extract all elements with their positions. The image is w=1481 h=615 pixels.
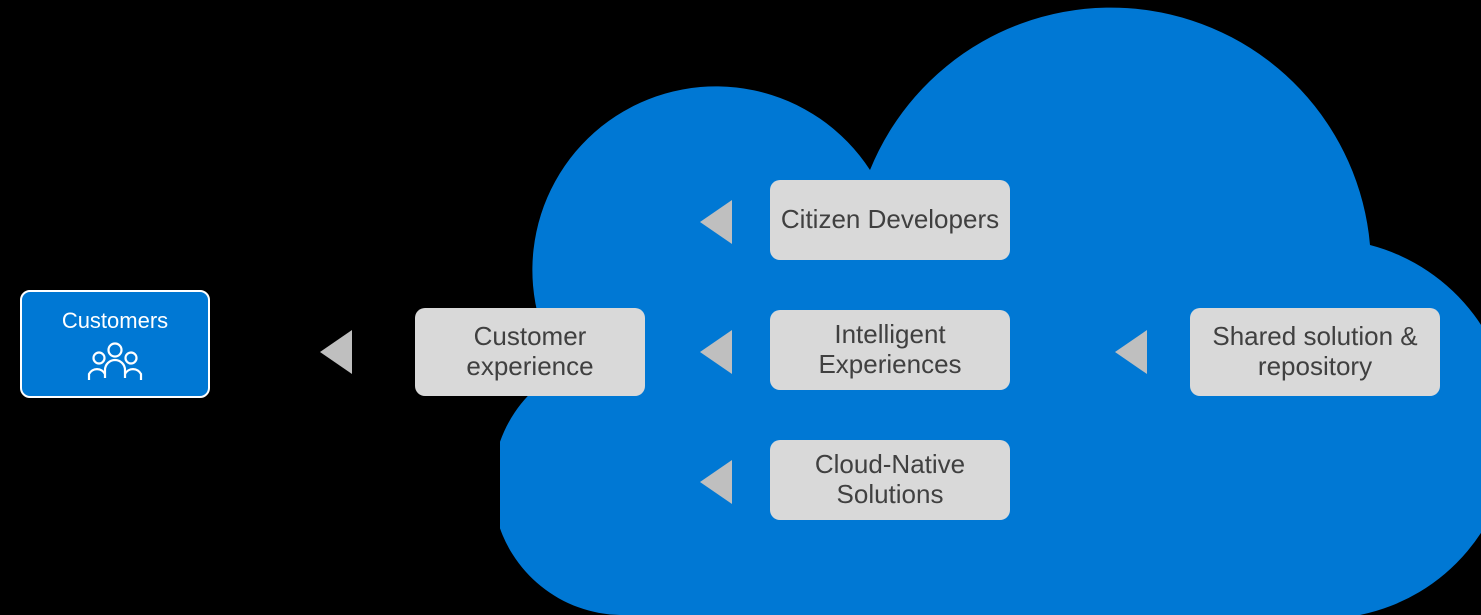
node-citizen-developers: Citizen Developers [770,180,1010,260]
node-customers: Customers [20,290,210,398]
arrow-left-icon [320,330,352,374]
node-citizen-developers-label: Citizen Developers [781,205,999,235]
arrow-left-icon [700,460,732,504]
node-shared-solution-repository-label: Shared solution & repository [1190,322,1440,382]
arrow-left-icon [1115,330,1147,374]
arrow-left-icon [700,330,732,374]
node-intelligent-experiences: Intelligent Experiences [770,310,1010,390]
node-shared-solution-repository: Shared solution & repository [1190,308,1440,396]
diagram-canvas: Customers Customer experience Citizen De… [0,0,1481,615]
node-customer-experience-label: Customer experience [415,322,645,382]
node-cloud-native-solutions-label: Cloud-Native Solutions [770,450,1010,510]
node-cloud-native-solutions: Cloud-Native Solutions [770,440,1010,520]
node-customer-experience: Customer experience [415,308,645,396]
node-customers-label: Customers [62,308,168,333]
node-intelligent-experiences-label: Intelligent Experiences [770,320,1010,380]
arrow-left-icon [700,200,732,244]
people-icon [85,340,145,380]
